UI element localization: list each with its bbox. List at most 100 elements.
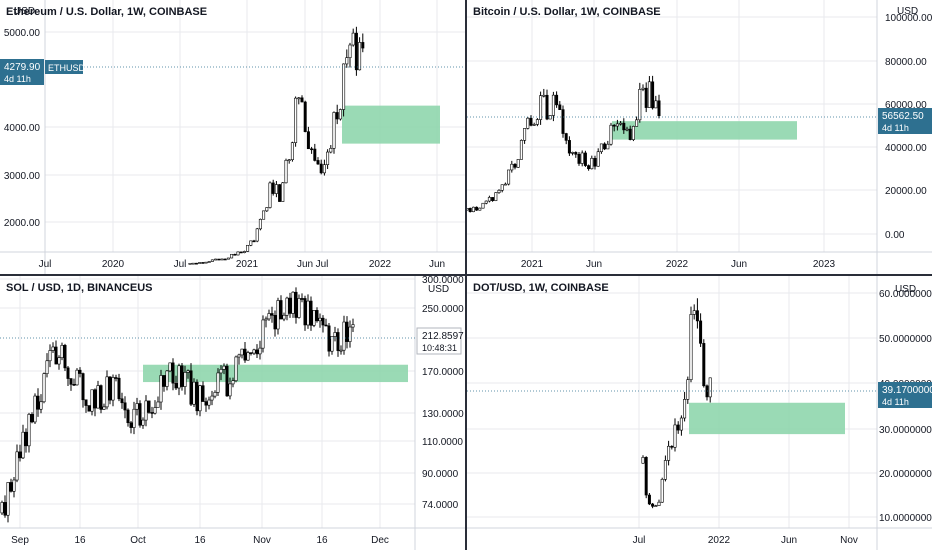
sol-y-tick-label-3: 170.0000 — [422, 367, 464, 378]
eth-candle-body-36 — [303, 101, 307, 132]
sol-candle-body-79 — [237, 354, 241, 358]
sol-candle-body-74 — [222, 365, 226, 370]
sol-candle-body-20 — [60, 344, 64, 359]
btc-candle-body-60 — [657, 100, 661, 117]
sol-candle-body-59 — [177, 365, 181, 389]
sol-candle-body-75 — [225, 365, 229, 397]
dot-x-tick-label-1: 2022 — [708, 535, 731, 546]
sol-candle-body-35 — [105, 376, 109, 408]
sol-x-tick-label-6: Dec — [371, 535, 389, 546]
sol-candle-body-103 — [309, 300, 313, 326]
btc-candle-body-47 — [615, 123, 619, 127]
sol-chart-pane[interactable]: 300.0000 250.0000 170.0000 130.0000 110.0000… — [0, 276, 465, 550]
btc-candle-body-5 — [481, 202, 485, 209]
sol-candle-body-6 — [18, 451, 22, 459]
btc-candle-body-1 — [468, 208, 472, 213]
eth-y-tick-label-3: 2000.00 — [4, 218, 41, 229]
btc-candle-body-51 — [628, 128, 632, 140]
btc-y-tick-label-4: 20000.00 — [885, 186, 927, 197]
sol-candle-body-98 — [294, 291, 298, 318]
btc-candle-body-32 — [567, 140, 571, 154]
sol-candle-body-77 — [231, 380, 235, 385]
eth-candle-body-51 — [351, 32, 355, 46]
sol-candle-body-95 — [285, 297, 289, 316]
sol-candle-body-65 — [195, 381, 199, 412]
dot-candle-body-11 — [676, 424, 680, 431]
dot-candle-body-21 — [708, 377, 712, 398]
btc-candle-body-50 — [625, 128, 629, 131]
sol-chart: 300.0000 250.0000 170.0000 130.0000 110.0000… — [0, 276, 465, 550]
sol-chart-title: SOL / USD, 1D, BINANCEUS — [6, 282, 153, 294]
dot-y-tick-label-3: 30.00000000 — [879, 425, 932, 436]
sol-candle-body-72 — [216, 372, 220, 393]
sol-candle-body-30 — [90, 389, 94, 412]
btc-candle-body-54 — [638, 89, 642, 121]
dot-candle-body-19 — [702, 343, 706, 387]
sol-candle-body-18 — [54, 346, 58, 365]
sol-candle-body-17 — [51, 346, 55, 351]
eth-x-tick-label-6: 2022 — [369, 259, 392, 270]
eth-x-tick-label-3: 2021 — [236, 259, 259, 270]
sol-candle-body-43 — [129, 422, 133, 428]
sol-candle-body-69 — [207, 399, 211, 406]
sol-candle-body-11 — [33, 395, 37, 423]
dot-candle-body-17 — [695, 310, 699, 322]
dot-candle-body-10 — [673, 424, 677, 448]
dot-chart-pane[interactable]: 60.0000000050.0000000040.0000000030.0000… — [467, 276, 932, 550]
btc-price-tag-countdown: 4d 11h — [882, 123, 909, 133]
eth-x-tick-label-2: Jul — [174, 259, 187, 270]
sol-candle-body-22 — [66, 367, 70, 379]
sol-y-tick-label-1: 250.0000 — [422, 304, 464, 315]
eth-candle-body-27 — [274, 184, 278, 194]
sol-candle-body-81 — [243, 348, 247, 361]
eth-candle-body-5 — [204, 261, 208, 264]
eth-price-tag-value: 4279.90 — [4, 62, 41, 73]
eth-candle-body-24 — [265, 207, 269, 212]
eth-candle-body-33 — [294, 97, 298, 143]
sol-candle-body-76 — [228, 383, 232, 397]
sol-candle-body-90 — [270, 313, 274, 316]
sol-candle-body-105 — [315, 310, 319, 322]
dot-support-zone — [689, 402, 845, 435]
sol-candle-body-15 — [45, 360, 49, 374]
eth-candle-body-50 — [348, 44, 352, 58]
eth-candle-body-38 — [310, 148, 314, 151]
sol-x-tick-label-4: Nov — [253, 535, 271, 546]
sol-candle-body-53 — [159, 375, 163, 403]
btc-candle-body-17 — [519, 140, 523, 160]
sol-candle-body-82 — [246, 352, 250, 361]
sol-candle-body-38 — [114, 377, 118, 379]
eth-candle-body-43 — [326, 151, 330, 165]
btc-candle-body-8 — [491, 197, 495, 201]
btc-chart-pane[interactable]: 100000.00 80000.00 60000.00 40000.00 20000.0… — [467, 0, 932, 274]
sol-candle-body-24 — [72, 384, 76, 386]
sol-candle-body-66 — [198, 385, 202, 412]
dot-candle-body-9 — [670, 445, 674, 448]
eth-candle-body-15 — [236, 251, 240, 256]
eth-candle-body-21 — [255, 228, 259, 242]
eth-chart-pane[interactable]: 5000.00 4000.00 3000.00 2000.00 1000.00 Jul 20… — [0, 0, 465, 274]
btc-x-tick-label-0: 2021 — [521, 259, 544, 270]
btc-y-tick-label-3: 40000.00 — [885, 143, 927, 154]
dot-candle-body-12 — [679, 417, 683, 431]
dot-chart-title: DOT/USD, 1W, COINBASE — [473, 282, 609, 294]
sol-candle-body-84 — [252, 349, 256, 354]
btc-x-tick-label-3: Jun — [731, 259, 747, 270]
sol-candle-body-40 — [120, 398, 124, 404]
eth-candle-body-10 — [220, 258, 224, 261]
pane-divider-horizontal[interactable] — [0, 274, 932, 276]
eth-candle-body-0 — [188, 263, 192, 265]
btc-candle-body-57 — [647, 81, 651, 108]
eth-candle-body-25 — [268, 182, 272, 208]
eth-y-tick-label-1: 4000.00 — [4, 123, 41, 134]
sol-candle-body-3 — [9, 482, 13, 492]
eth-candle-body-31 — [287, 159, 291, 162]
sol-candle-body-108 — [324, 324, 328, 327]
eth-symbol-tag-box — [45, 60, 83, 74]
eth-candle-body-9 — [217, 258, 221, 261]
sol-candle-body-112 — [336, 332, 340, 351]
btc-chart-title: Bitcoin / U.S. Dollar, 1W, COINBASE — [473, 6, 661, 18]
dot-candle-body-8 — [667, 445, 671, 461]
btc-candle-body-43 — [603, 143, 607, 150]
sol-candle-body-12 — [36, 395, 40, 410]
